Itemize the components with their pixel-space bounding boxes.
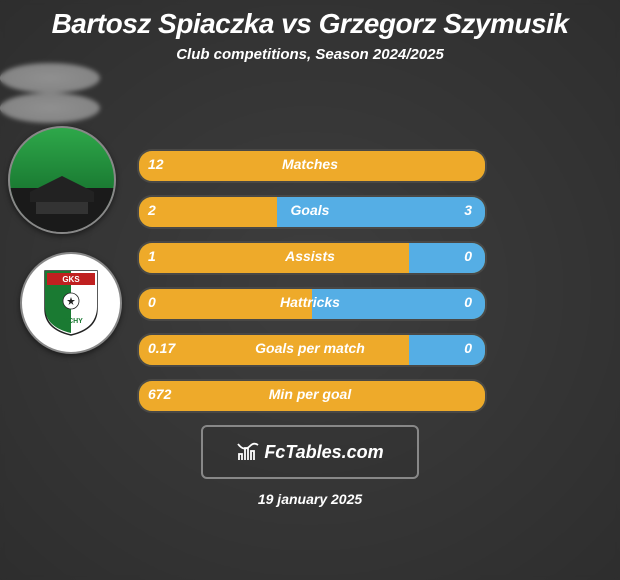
comparison-infographic: Bartosz Spiaczka vs Grzegorz Szymusik Cl…: [0, 0, 620, 580]
stat-row: Goals2 3: [0, 195, 620, 225]
stat-value-left: 0.17: [148, 333, 175, 363]
stat-value-right: 0: [464, 333, 472, 363]
page-title: Bartosz Spiaczka vs Grzegorz Szymusik: [0, 0, 620, 40]
stat-value-left: 1: [148, 241, 156, 271]
stat-row: Matches12: [0, 149, 620, 179]
stat-value-right: 0: [464, 287, 472, 317]
date-label: 19 january 2025: [0, 491, 620, 507]
stat-label: Min per goal: [137, 379, 483, 409]
stat-row: Min per goal672: [0, 379, 620, 409]
stat-label: Goals per match: [137, 333, 483, 363]
fctables-watermark: FcTables.com: [201, 425, 419, 479]
stat-row: Hattricks0 0: [0, 287, 620, 317]
stat-value-left: 0: [148, 287, 156, 317]
fctables-label: FcTables.com: [264, 442, 383, 463]
page-subtitle: Club competitions, Season 2024/2025: [0, 46, 620, 63]
stat-label: Assists: [137, 241, 483, 271]
stat-value-left: 12: [148, 149, 164, 179]
stats-area: Matches12Goals23Assists10Hattricks00Goal…: [0, 149, 620, 409]
stat-value-left: 2: [148, 195, 156, 225]
stat-value-left: 672: [148, 379, 171, 409]
stat-label: Hattricks: [137, 287, 483, 317]
chart-icon: [236, 440, 260, 464]
stat-value-right: 3: [464, 195, 472, 225]
stat-label: Goals: [137, 195, 483, 225]
stat-row: Goals per match0.17 0: [0, 333, 620, 363]
stat-label: Matches: [137, 149, 483, 179]
stat-row: Assists1 0: [0, 241, 620, 271]
stat-value-right: 0: [464, 241, 472, 271]
